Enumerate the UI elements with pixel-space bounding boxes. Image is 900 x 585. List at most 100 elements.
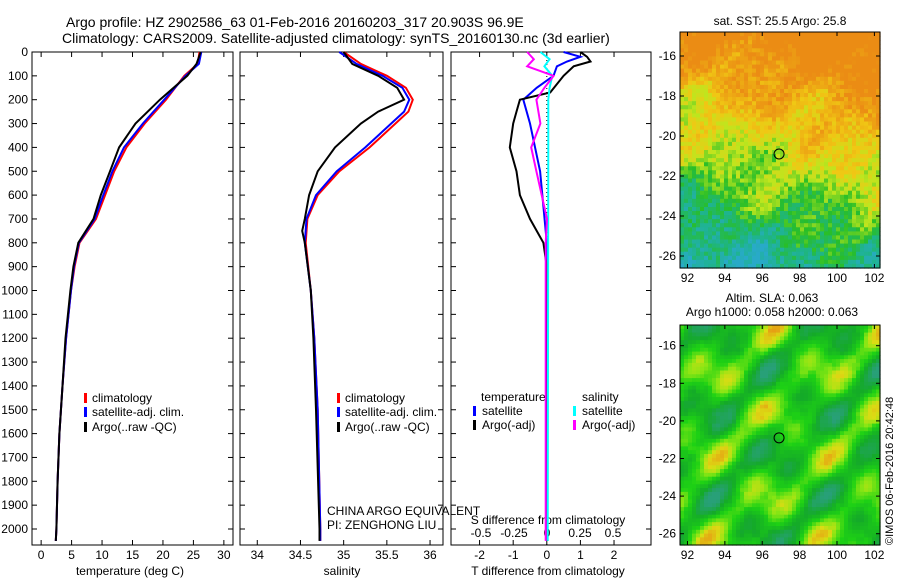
map-cell [708,382,713,386]
map-cell [764,32,769,37]
map-cell [744,231,749,236]
map-cell [852,93,857,98]
map-cell [784,248,789,253]
map-cell [684,393,689,397]
map-cell [804,166,809,171]
map-cell [704,325,709,329]
map-cell [764,420,769,424]
map-cell [832,227,837,232]
map-cell [860,211,865,216]
map-cell [728,105,733,110]
map-cell [684,195,689,200]
map-cell [708,97,713,102]
map-cell [764,231,769,236]
map-cell [692,431,697,435]
map-cell [728,89,733,94]
map-cell [760,179,765,184]
map-cell [744,113,749,118]
map-cell [704,179,709,184]
map-cell [684,240,689,245]
map-cell [756,458,761,462]
map-cell [768,325,773,329]
map-cell [808,450,813,454]
map-cell [836,130,841,135]
map-cell [740,97,745,102]
map-cell [856,240,861,245]
map-cell [720,211,725,216]
map-cell [732,117,737,122]
map-cell [736,199,741,204]
map-cell [712,113,717,118]
map-cell [684,382,689,386]
map-cell [780,374,785,378]
map-cell [788,142,793,147]
depth-tick-label: 900 [8,260,28,274]
map-cell [684,183,689,188]
map-cell [872,158,877,163]
map-cell [744,126,749,131]
map-cell [704,367,709,371]
map-cell [780,183,785,188]
map-cell [792,408,797,412]
map-cell [840,44,845,49]
map-cell [836,105,841,110]
map-cell [852,446,857,450]
map-cell [860,126,865,131]
map-cell [808,97,813,102]
map-cell [784,174,789,179]
map-cell [860,85,865,90]
map-cell [728,170,733,175]
map-cell [816,52,821,57]
map-cell [812,109,817,114]
map-cell [776,105,781,110]
map-cell [784,215,789,220]
map-cell [772,69,777,74]
map-cell [860,454,865,458]
map-cell [692,344,697,348]
map-cell [776,109,781,114]
map-cell [840,93,845,98]
map-cell [832,412,837,416]
map-cell [776,191,781,196]
map-cell [784,443,789,447]
map-cell [788,97,793,102]
map-cell [756,431,761,435]
map-cell [860,150,865,155]
map-cell [856,81,861,86]
map-cell [780,93,785,98]
map-cell [756,348,761,352]
map-cell [796,378,801,382]
map-cell [784,412,789,416]
map-cell [792,150,797,155]
map-cell [780,227,785,232]
map-cell [824,154,829,159]
map-cell [724,412,729,416]
map-cell [768,105,773,110]
depth-tick-label: 1100 [2,307,28,321]
map-cell [760,166,765,171]
map-cell [856,203,861,208]
map-cell [772,348,777,352]
map-cell [812,52,817,57]
map-cell [860,44,865,49]
map-cell [872,183,877,188]
map-cell [764,378,769,382]
map-cell [788,378,793,382]
map-cell [792,195,797,200]
map-cell [824,134,829,139]
map-cell [760,416,765,420]
map-cell [828,195,833,200]
map-cell [812,439,817,443]
map-cell [780,427,785,431]
map-cell [732,170,737,175]
map-cell [808,40,813,45]
map-cell [828,191,833,196]
map-cell [872,73,877,78]
map-cell [860,52,865,57]
map-cell [856,386,861,390]
map-cell [712,397,717,401]
map-cell [744,371,749,375]
map-cell [760,183,765,188]
map-cell [796,446,801,450]
map-cell [860,48,865,53]
